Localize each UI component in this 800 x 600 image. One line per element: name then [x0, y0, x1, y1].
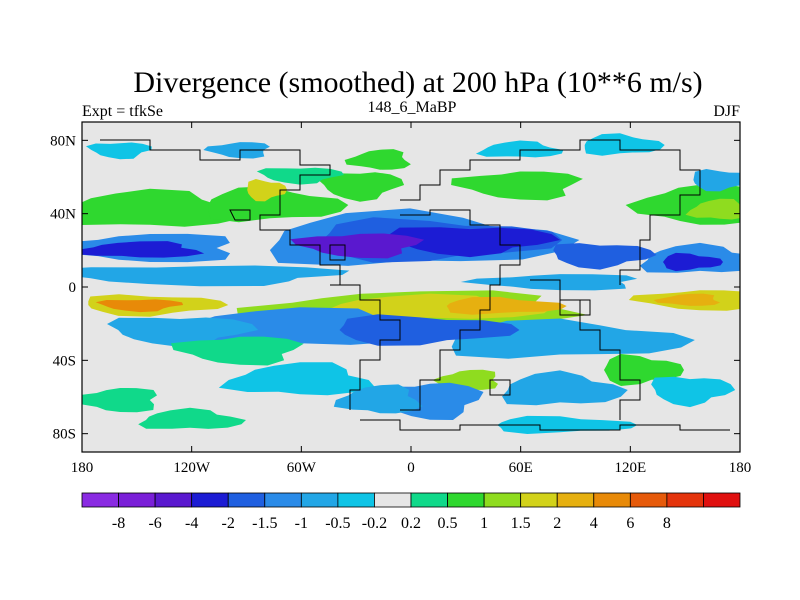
coastline-6: [229, 209, 251, 221]
subtitle-center: 148_6_MaBP: [368, 99, 457, 116]
colorbar-swatch-8: [374, 492, 412, 508]
contour-band-17: [460, 274, 638, 291]
colorbar-label-8: 0.2: [401, 515, 421, 532]
contour-band-43: [344, 149, 411, 170]
colorbar-swatch-4: [227, 492, 266, 508]
contour-band-40: [663, 419, 740, 442]
colorbar: -8 -6 -4 -2 -1.5 -1 -0.5 -0.2 0.2 0.5 1 1.5 2 4 6 8: [81, 492, 741, 532]
contour-band-2: [247, 179, 288, 202]
colorbar-label-6: -0.5: [325, 515, 350, 532]
coastline-3: [400, 209, 521, 411]
colorbar-label-2: -4: [185, 515, 198, 532]
colorbar-swatch-11: [483, 492, 522, 508]
chart-title: Divergence (smoothed) at 200 hPa (10**6 …: [133, 66, 702, 99]
colorbar-swatch-13: [556, 492, 595, 508]
contour-band-27: [339, 314, 520, 346]
contour-band-34: [651, 376, 736, 408]
colorbar-swatch-0: [81, 492, 119, 508]
contour-band-29: [170, 336, 304, 366]
contour-band-37: [333, 384, 423, 414]
colorbar-swatch-9: [410, 492, 448, 508]
y-tick-label-2: 0: [69, 280, 77, 296]
contour-band-10: [290, 233, 425, 259]
contour-band-24: [653, 293, 721, 306]
contour-band-4: [451, 171, 583, 201]
colorbar-swatch-14: [593, 492, 631, 508]
colorbar-label-5: -1: [295, 515, 308, 532]
contour-band-0: [82, 188, 248, 227]
colorbar-label-12: 2: [553, 515, 561, 532]
colorbar-swatch-2: [154, 492, 193, 508]
colorbar-label-11: 1.5: [511, 515, 531, 532]
contour-bands: [82, 133, 740, 442]
colorbar-swatch-15: [629, 492, 668, 508]
colorbar-swatch-12: [520, 492, 558, 508]
x-tick-label-6: 180: [729, 460, 752, 476]
contour-band-22: [95, 299, 184, 313]
colorbar-swatch-16: [666, 492, 704, 508]
coastline-5: [360, 419, 730, 431]
contour-band-20: [446, 296, 567, 315]
contour-band-12: [82, 241, 205, 258]
colorbar-label-14: 6: [626, 515, 634, 532]
colorbar-swatch-1: [118, 492, 156, 508]
colorbar-label-15: 8: [663, 515, 671, 532]
coastline-0: [100, 139, 341, 285]
colorbar-swatch-10: [447, 492, 485, 508]
coastline-9: [559, 299, 591, 316]
contour-band-41: [86, 142, 152, 160]
x-tick-label-2: 60W: [287, 460, 317, 476]
x-tick-label-1: 120W: [173, 460, 211, 476]
contour-band-32: [502, 370, 628, 406]
contour-band-6: [685, 198, 740, 220]
contour-band-14: [663, 252, 723, 272]
contour-band-38: [138, 407, 246, 429]
map-plot-area: [82, 122, 740, 452]
x-tick-label-0: 180: [71, 460, 94, 476]
colorbar-label-13: 4: [590, 515, 598, 532]
colorbar-swatch-6: [300, 492, 339, 508]
x-tick-label-4: 60E: [509, 460, 533, 476]
y-axis: 80N 40N 0 40S 80S: [50, 133, 740, 443]
contour-band-9: [389, 227, 561, 258]
contour-band-28: [107, 317, 259, 347]
contour-band-15: [553, 243, 657, 270]
colorbar-swatch-7: [337, 492, 375, 508]
subtitle-right: DJF: [713, 103, 740, 120]
x-axis: 180 120W 60W 0 60E 120E 180: [71, 122, 752, 476]
colorbar-label-0: -8: [112, 515, 125, 532]
colorbar-label-10: 1: [480, 515, 488, 532]
contour-band-3: [317, 172, 405, 202]
colorbar-label-1: -6: [148, 515, 161, 532]
colorbar-label-9: 0.5: [438, 515, 458, 532]
colorbar-label-3: -2: [222, 515, 235, 532]
colorbar-swatch-5: [264, 492, 302, 508]
colorbar-label-4: -1.5: [252, 515, 277, 532]
y-tick-label-4: 80S: [53, 427, 76, 443]
colorbar-swatch-17: [703, 492, 741, 508]
contour-band-46: [693, 169, 740, 192]
coastline-2: [400, 139, 701, 285]
coastline-1: [330, 284, 401, 410]
coastlines: [100, 139, 730, 431]
contour-band-44: [475, 140, 564, 158]
x-tick-label-5: 120E: [614, 460, 646, 476]
contour-band-36: [82, 388, 157, 413]
contour-band-42: [203, 142, 270, 159]
contour-band-1: [208, 186, 349, 223]
y-tick-label-1: 40N: [50, 207, 76, 223]
contour-band-39: [497, 415, 638, 434]
coastline-8: [489, 379, 511, 396]
contour-band-31: [218, 362, 375, 396]
coastline-7: [329, 244, 346, 261]
colorbar-swatch-3: [191, 492, 229, 508]
contour-band-16: [82, 265, 350, 287]
x-tick-label-3: 0: [407, 460, 415, 476]
colorbar-label-7: -0.2: [362, 515, 387, 532]
y-tick-label-3: 40S: [53, 353, 76, 369]
y-tick-label-0: 80N: [50, 133, 76, 149]
subtitle-left: Expt = tfkSe: [82, 103, 163, 120]
